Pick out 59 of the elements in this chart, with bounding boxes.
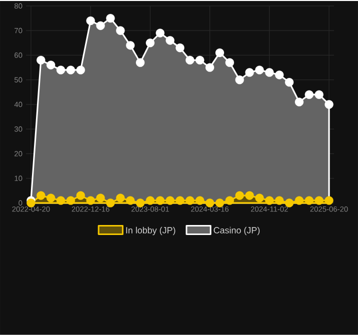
point — [324, 100, 334, 109]
point — [235, 191, 244, 200]
point — [235, 76, 244, 84]
point — [36, 191, 46, 200]
point — [314, 196, 324, 205]
point — [275, 70, 284, 80]
point — [136, 58, 145, 67]
point — [126, 41, 135, 50]
point — [106, 14, 115, 23]
point — [56, 196, 66, 205]
point — [324, 196, 334, 205]
point — [86, 196, 95, 205]
point — [275, 196, 284, 205]
point — [76, 66, 85, 74]
point — [245, 68, 254, 77]
point — [56, 66, 66, 74]
point — [146, 38, 155, 48]
point — [86, 16, 95, 26]
point — [46, 60, 56, 70]
point — [176, 44, 184, 52]
point — [284, 78, 294, 87]
point — [225, 58, 234, 67]
point — [186, 196, 194, 205]
legend-label: Casino (JP) — [214, 226, 260, 236]
point — [186, 56, 194, 65]
point — [66, 66, 76, 74]
point — [196, 196, 204, 205]
point — [36, 56, 46, 65]
point — [46, 194, 56, 202]
point — [304, 90, 314, 99]
point — [96, 21, 105, 30]
point — [255, 66, 264, 74]
point — [166, 196, 174, 205]
point — [225, 196, 234, 205]
point — [294, 196, 304, 205]
point — [196, 56, 204, 65]
point — [294, 98, 304, 106]
point — [314, 90, 324, 99]
legend-label: In lobby (JP) — [126, 226, 176, 236]
point — [66, 196, 76, 205]
point — [215, 48, 224, 58]
point — [96, 194, 105, 202]
point — [255, 194, 264, 202]
point — [116, 194, 125, 202]
point — [166, 36, 174, 45]
point — [304, 196, 314, 205]
point — [106, 198, 115, 208]
point — [126, 196, 135, 205]
point — [146, 196, 155, 205]
point — [284, 198, 294, 208]
point — [265, 196, 274, 205]
point — [245, 191, 254, 200]
point — [116, 26, 125, 35]
point — [156, 196, 164, 205]
point — [156, 28, 164, 38]
point — [265, 68, 274, 77]
point — [76, 191, 85, 200]
point — [205, 63, 214, 72]
point — [176, 196, 184, 205]
